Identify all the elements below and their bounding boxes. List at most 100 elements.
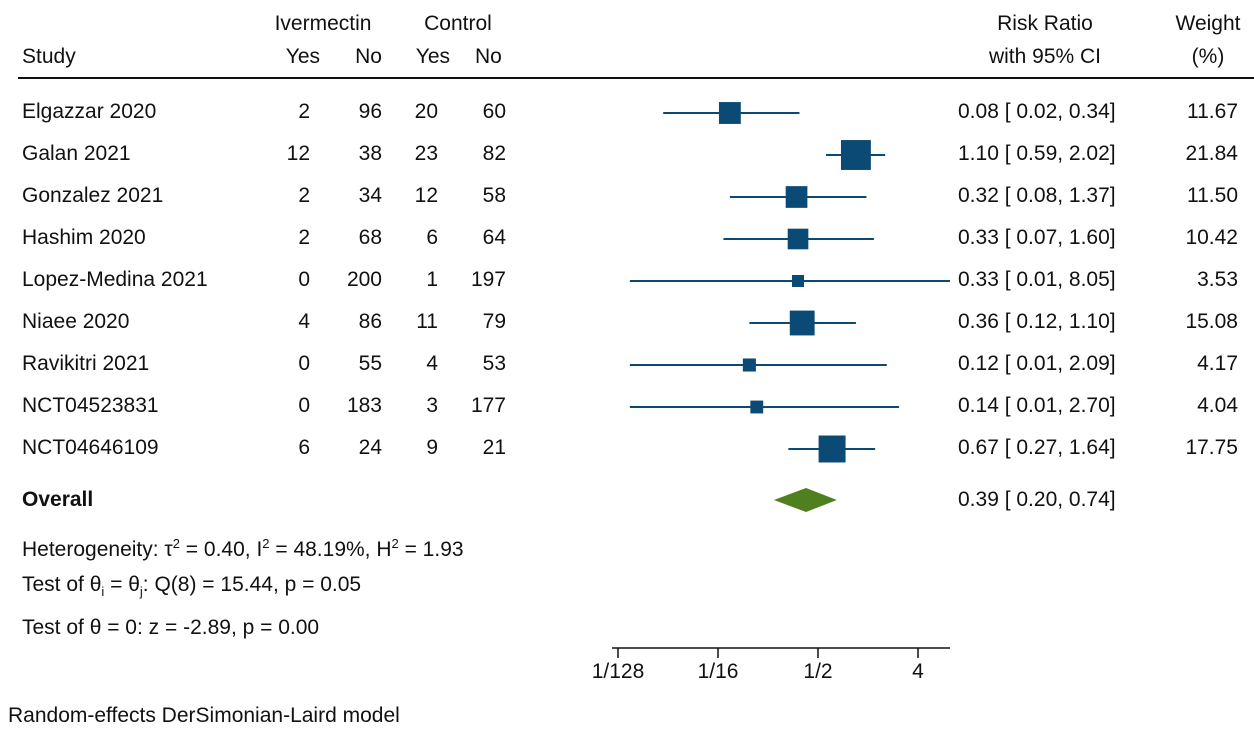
treatment-no-count: 183 xyxy=(346,394,382,417)
control-yes-count: 6 xyxy=(426,226,438,249)
control-group-header: Control xyxy=(424,12,492,35)
sub-i: i xyxy=(101,584,105,600)
i-sup: 2 xyxy=(262,536,270,551)
control-no-count: 79 xyxy=(482,310,506,333)
control-yes-count: 23 xyxy=(414,142,438,165)
treatment-yes-count: 0 xyxy=(298,394,310,417)
x-axis-tick-label: 1/128 xyxy=(592,660,645,683)
control-no-count: 197 xyxy=(470,268,506,291)
risk-ratio-ci: 0.12 [ 0.01, 2.09] xyxy=(958,352,1116,375)
risk-ratio-ci: 0.08 [ 0.02, 0.34] xyxy=(958,100,1116,123)
weight-percent: 3.53 xyxy=(1197,268,1238,291)
study-name: NCT04523831 xyxy=(22,394,159,417)
x-axis-tick-label: 1/16 xyxy=(698,660,739,683)
risk-ratio-ci: 0.14 [ 0.01, 2.70] xyxy=(958,394,1116,417)
study-name: NCT04646109 xyxy=(22,436,159,459)
tau-sup: 2 xyxy=(172,536,180,551)
treatment-yes-count: 4 xyxy=(298,310,310,333)
weight-percent: 4.17 xyxy=(1197,352,1238,375)
weight-percent: 4.04 xyxy=(1197,394,1238,417)
study-name: Galan 2021 xyxy=(22,142,131,165)
control-yes-count: 9 xyxy=(426,436,438,459)
treatment-yes-count: 2 xyxy=(298,226,310,249)
x-axis-tick-label: 1/2 xyxy=(803,660,832,683)
point-estimate-marker xyxy=(718,102,741,124)
effect-header-line1: Risk Ratio xyxy=(997,12,1093,35)
study-name: Elgazzar 2020 xyxy=(22,100,157,123)
treatment-group-header: Ivermectin xyxy=(274,12,372,35)
equals: = xyxy=(104,573,129,596)
i-symbol: I xyxy=(256,538,263,561)
point-estimate-marker xyxy=(789,310,815,336)
control-no-count: 21 xyxy=(482,436,506,459)
weight-percent: 17.75 xyxy=(1185,436,1238,459)
weight-percent: 15.08 xyxy=(1185,310,1238,333)
study-name: Hashim 2020 xyxy=(22,226,146,249)
study-name: Lopez-Medina 2021 xyxy=(22,268,208,291)
treatment-no-count: 34 xyxy=(358,184,382,207)
risk-ratio-ci: 0.67 [ 0.27, 1.64] xyxy=(958,436,1116,459)
control-yes-count: 4 xyxy=(426,352,438,375)
risk-ratio-ci: 0.32 [ 0.08, 1.37] xyxy=(958,184,1116,207)
control-no-count: 82 xyxy=(482,142,506,165)
treatment-yes-count: 2 xyxy=(298,184,310,207)
header-rule xyxy=(18,77,1254,79)
h-symbol: H xyxy=(376,538,392,561)
treatment-no-count: 86 xyxy=(358,310,382,333)
control-no-count: 58 xyxy=(482,184,506,207)
heterogeneity-stats: Heterogeneity: τ2 = 0.40, I2 = 48.19%, H… xyxy=(22,532,464,562)
control-no-count: 60 xyxy=(482,100,506,123)
control-no-count: 177 xyxy=(470,394,506,417)
weight-percent: 21.84 xyxy=(1185,142,1238,165)
overall-label: Overall xyxy=(22,488,94,511)
heterogeneity-prefix: Heterogeneity: xyxy=(22,538,165,561)
control-no-header: No xyxy=(475,45,502,68)
control-no-count: 53 xyxy=(482,352,506,375)
x-axis-tick-label: 4 xyxy=(912,660,924,683)
treatment-yes-count: 12 xyxy=(286,142,310,165)
treatment-yes-count: 6 xyxy=(298,436,310,459)
overall-ci-text: 0.39 [ 0.20, 0.74] xyxy=(958,488,1116,511)
point-estimate-marker xyxy=(787,228,809,250)
weight-percent: 11.50 xyxy=(1187,184,1238,207)
study-column-header: Study xyxy=(22,45,76,68)
treatment-yes-count: 0 xyxy=(298,352,310,375)
model-footnote: Random-effects DerSimonian-Laird model xyxy=(8,704,400,727)
homogeneity-test: Test of θi = θj: Q(8) = 15.44, p = 0.05 xyxy=(22,573,361,604)
study-name: Niaee 2020 xyxy=(22,310,130,333)
test1-value: : Q(8) = 15.44, p = 0.05 xyxy=(142,573,362,596)
control-no-count: 64 xyxy=(482,226,506,249)
risk-ratio-ci: 0.33 [ 0.01, 8.05] xyxy=(958,268,1116,291)
h-value: = 1.93 xyxy=(398,538,464,561)
study-name: Ravikitri 2021 xyxy=(22,352,150,375)
tau-symbol: τ xyxy=(164,538,173,561)
weight-header-line1: Weight xyxy=(1175,12,1241,35)
risk-ratio-ci: 1.10 [ 0.59, 2.02] xyxy=(958,142,1116,165)
treatment-no-count: 200 xyxy=(346,268,382,291)
tau-value: = 0.40, xyxy=(179,538,257,561)
control-yes-count: 20 xyxy=(414,100,438,123)
treatment-yes-count: 2 xyxy=(298,100,310,123)
treatment-no-count: 38 xyxy=(358,142,382,165)
point-estimate-marker xyxy=(840,140,871,170)
treatment-no-count: 24 xyxy=(358,436,382,459)
effect-header-line2: with 95% CI xyxy=(988,45,1102,68)
sub-j: j xyxy=(139,584,143,600)
theta-j: θ xyxy=(128,573,140,596)
h-sup: 2 xyxy=(391,536,399,551)
weight-header-line2: (%) xyxy=(1191,45,1225,68)
control-yes-count: 3 xyxy=(426,394,438,417)
treatment-no-count: 96 xyxy=(358,100,382,123)
study-name: Gonzalez 2021 xyxy=(22,184,164,207)
treatment-no-count: 55 xyxy=(358,352,382,375)
test1-prefix: Test of xyxy=(22,573,90,596)
weight-percent: 11.67 xyxy=(1187,100,1238,123)
risk-ratio-ci: 0.33 [ 0.07, 1.60] xyxy=(958,226,1116,249)
treatment-no-count: 68 xyxy=(358,226,382,249)
treatment-yes-count: 0 xyxy=(298,268,310,291)
treatment-no-header: No xyxy=(355,45,382,68)
overall-diamond xyxy=(773,488,837,512)
overall-effect-test: Test of θ = 0: z = -2.89, p = 0.00 xyxy=(22,616,320,639)
weight-percent: 10.42 xyxy=(1185,226,1238,249)
control-yes-count: 11 xyxy=(416,310,438,333)
